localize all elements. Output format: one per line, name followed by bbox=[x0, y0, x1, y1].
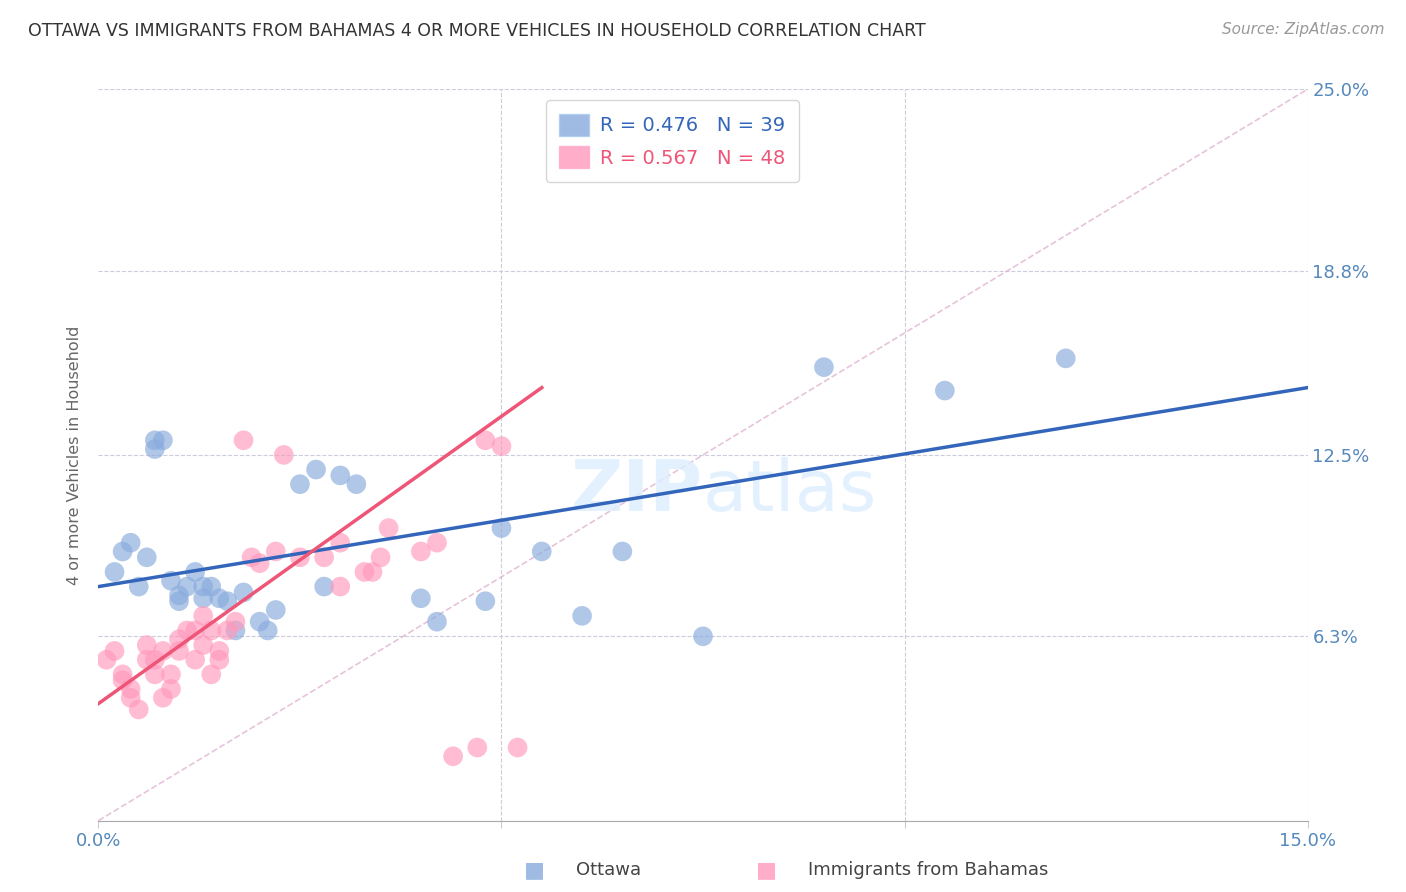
Point bbox=[571, 608, 593, 623]
Text: ■: ■ bbox=[756, 860, 776, 880]
Point bbox=[224, 624, 246, 638]
Point bbox=[176, 624, 198, 638]
Point bbox=[135, 638, 157, 652]
Point bbox=[344, 477, 367, 491]
Point bbox=[370, 550, 392, 565]
Text: OTTAWA VS IMMIGRANTS FROM BAHAMAS 4 OR MORE VEHICLES IN HOUSEHOLD CORRELATION CH: OTTAWA VS IMMIGRANTS FROM BAHAMAS 4 OR M… bbox=[28, 22, 927, 40]
Point bbox=[506, 740, 529, 755]
Point bbox=[240, 550, 263, 565]
Point bbox=[249, 615, 271, 629]
Text: Immigrants from Bahamas: Immigrants from Bahamas bbox=[808, 861, 1049, 879]
Point bbox=[208, 591, 231, 606]
Point bbox=[426, 615, 449, 629]
Text: atlas: atlas bbox=[703, 457, 877, 526]
Point bbox=[288, 550, 311, 565]
Point bbox=[111, 667, 134, 681]
Point bbox=[160, 667, 183, 681]
Point bbox=[120, 535, 142, 549]
Point bbox=[409, 591, 432, 606]
Point bbox=[143, 434, 166, 448]
Y-axis label: 4 or more Vehicles in Household: 4 or more Vehicles in Household bbox=[67, 326, 83, 584]
Point bbox=[128, 702, 150, 716]
Point bbox=[208, 653, 231, 667]
Point bbox=[152, 644, 174, 658]
Point bbox=[1054, 351, 1077, 366]
Point bbox=[184, 565, 207, 579]
Point bbox=[329, 535, 352, 549]
Point bbox=[530, 544, 553, 558]
Point bbox=[305, 462, 328, 476]
Point bbox=[120, 690, 142, 705]
Point bbox=[128, 580, 150, 594]
Point bbox=[409, 544, 432, 558]
Point bbox=[474, 594, 496, 608]
Point bbox=[224, 615, 246, 629]
Point bbox=[200, 667, 222, 681]
Text: ZIP: ZIP bbox=[571, 457, 703, 526]
Point bbox=[314, 550, 336, 565]
Point bbox=[96, 653, 118, 667]
Point bbox=[288, 477, 311, 491]
Point bbox=[314, 580, 336, 594]
Point bbox=[232, 585, 254, 599]
Point bbox=[160, 681, 183, 696]
Point bbox=[353, 565, 375, 579]
Point bbox=[377, 521, 399, 535]
Text: ■: ■ bbox=[524, 860, 544, 880]
Point bbox=[264, 544, 287, 558]
Point bbox=[103, 565, 125, 579]
Point bbox=[152, 434, 174, 448]
Point bbox=[193, 608, 215, 623]
Point bbox=[111, 673, 134, 688]
Point bbox=[465, 740, 488, 755]
Point bbox=[152, 690, 174, 705]
Point bbox=[208, 644, 231, 658]
Point bbox=[135, 550, 157, 565]
Point bbox=[184, 653, 207, 667]
Point bbox=[441, 749, 464, 764]
Point bbox=[193, 580, 215, 594]
Point bbox=[249, 556, 271, 570]
Text: Ottawa: Ottawa bbox=[576, 861, 641, 879]
Point bbox=[167, 632, 190, 647]
Point bbox=[111, 544, 134, 558]
Point bbox=[426, 535, 449, 549]
Legend: R = 0.476   N = 39, R = 0.567   N = 48: R = 0.476 N = 39, R = 0.567 N = 48 bbox=[546, 100, 799, 182]
Text: Source: ZipAtlas.com: Source: ZipAtlas.com bbox=[1222, 22, 1385, 37]
Point bbox=[329, 468, 352, 483]
Point bbox=[474, 434, 496, 448]
Point bbox=[184, 624, 207, 638]
Point bbox=[813, 360, 835, 375]
Point bbox=[176, 580, 198, 594]
Point bbox=[217, 594, 239, 608]
Point bbox=[491, 439, 513, 453]
Point bbox=[934, 384, 956, 398]
Point bbox=[217, 624, 239, 638]
Point bbox=[167, 588, 190, 602]
Point bbox=[103, 644, 125, 658]
Point bbox=[273, 448, 295, 462]
Point bbox=[264, 603, 287, 617]
Point bbox=[160, 574, 183, 588]
Point bbox=[491, 521, 513, 535]
Point bbox=[256, 624, 278, 638]
Point bbox=[200, 580, 222, 594]
Point bbox=[612, 544, 634, 558]
Point bbox=[143, 442, 166, 456]
Point bbox=[193, 591, 215, 606]
Point bbox=[120, 681, 142, 696]
Point bbox=[135, 653, 157, 667]
Point bbox=[167, 594, 190, 608]
Point bbox=[167, 644, 190, 658]
Point bbox=[692, 629, 714, 643]
Point bbox=[329, 580, 352, 594]
Point bbox=[143, 667, 166, 681]
Point bbox=[143, 653, 166, 667]
Point bbox=[193, 638, 215, 652]
Point bbox=[361, 565, 384, 579]
Point bbox=[232, 434, 254, 448]
Point bbox=[200, 624, 222, 638]
